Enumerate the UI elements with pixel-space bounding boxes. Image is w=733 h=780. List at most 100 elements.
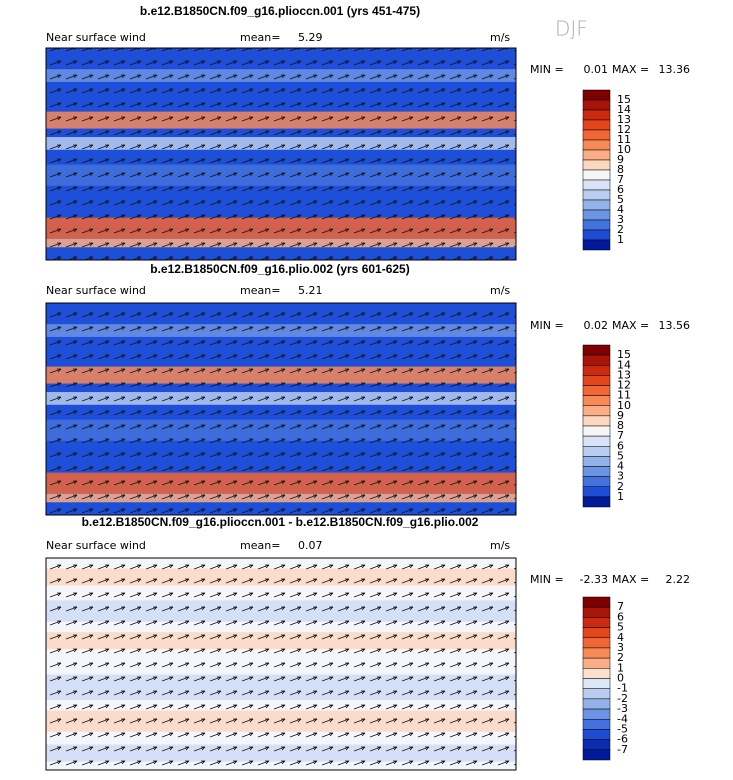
- colorbar-label: 9: [617, 409, 624, 422]
- colorbar-swatch: [582, 109, 611, 121]
- panel-title: b.e12.B1850CN.f09_g16.plioccn.001 (yrs 4…: [140, 4, 420, 18]
- panel: b.e12.B1850CN.f09_g16.plio.002 (yrs 601-…: [45, 262, 691, 516]
- colorbar-swatch: [582, 749, 611, 761]
- colorbar-swatch: [582, 159, 611, 171]
- colorbar-label: 4: [617, 460, 624, 473]
- colorbar-label: 10: [617, 143, 631, 156]
- map-frame: [45, 47, 517, 261]
- colorbar-swatch: [582, 89, 611, 101]
- colorbar-label: 7: [617, 429, 624, 442]
- colorbar-label: -6: [617, 733, 628, 746]
- units: m/s: [490, 284, 510, 297]
- colorbar-swatch: [582, 239, 611, 251]
- wind-vectors: [46, 48, 516, 260]
- colorbar-swatch: [582, 199, 611, 211]
- mean-label: mean=: [240, 539, 280, 552]
- colorbar-label: 0: [617, 672, 624, 685]
- colorbar-swatch: [582, 668, 611, 679]
- wind-vectors: [46, 558, 516, 770]
- map-frame: [45, 302, 517, 516]
- colorbar-swatch: [582, 99, 611, 111]
- mean-value: 5.21: [298, 284, 323, 297]
- colorbar-swatch: [582, 189, 611, 201]
- colorbar-label: 1: [617, 661, 624, 674]
- colorbar-swatch: [582, 596, 611, 608]
- colorbar-swatch: [582, 169, 611, 181]
- mean-value: 5.29: [298, 31, 323, 44]
- colorbar-label: 2: [617, 223, 624, 236]
- colorbar-swatch: [582, 344, 611, 356]
- mean-label: mean=: [240, 31, 280, 44]
- colorbar-label: 13: [617, 113, 631, 126]
- colorbar-label: 1: [617, 490, 624, 503]
- mean-label: mean=: [240, 284, 280, 297]
- colorbar-label: 14: [617, 103, 631, 116]
- colorbar-swatch: [582, 719, 611, 730]
- min-value: 0.01: [584, 63, 609, 76]
- colorbar-swatch: [582, 385, 611, 396]
- colorbar-swatch: [582, 435, 611, 447]
- colorbar-label: 2: [617, 651, 624, 664]
- colorbar-swatch: [582, 209, 611, 221]
- wind-vectors: [46, 303, 516, 515]
- colorbar-label: 6: [617, 610, 624, 623]
- min-label: MIN =: [530, 63, 564, 76]
- panel: b.e12.B1850CN.f09_g16.plioccn.001 (yrs 4…: [45, 4, 691, 261]
- colorbar-label: 4: [617, 203, 624, 216]
- colorbar-label: -1: [617, 682, 628, 695]
- colorbar-label: 15: [617, 93, 631, 106]
- units: m/s: [490, 31, 510, 44]
- colorbar-swatch: [582, 486, 611, 498]
- colorbar-swatch: [582, 395, 611, 406]
- max-value: 13.36: [659, 63, 691, 76]
- colorbar-label: 6: [617, 439, 624, 452]
- colorbar-label: 10: [617, 399, 631, 412]
- colorbar-label: 9: [617, 153, 624, 166]
- colorbar-swatch: [582, 688, 611, 700]
- colorbar-label: 15: [617, 348, 631, 361]
- colorbar-swatch: [582, 647, 611, 659]
- colorbar-label: 5: [617, 621, 624, 634]
- panels: b.e12.B1850CN.f09_g16.plioccn.001 (yrs 4…: [45, 4, 691, 771]
- field-label: Near surface wind: [46, 539, 146, 552]
- colorbar-label: 11: [617, 389, 631, 402]
- colorbar-swatch: [582, 354, 611, 366]
- field-label: Near surface wind: [46, 284, 146, 297]
- season-label: DJF: [555, 17, 588, 41]
- mean-value: 0.07: [298, 539, 323, 552]
- colorbar-label: 5: [617, 193, 624, 206]
- panel-title: b.e12.B1850CN.f09_g16.plio.002 (yrs 601-…: [150, 262, 409, 276]
- colorbar-swatch: [582, 739, 611, 751]
- max-value: 13.56: [659, 319, 691, 332]
- colorbar-label: 8: [617, 163, 624, 176]
- panel: b.e12.B1850CN.f09_g16.plioccn.001 - b.e1…: [45, 515, 690, 771]
- colorbar-swatch: [582, 466, 611, 477]
- colorbar-label: 7: [617, 600, 624, 613]
- colorbar-label: 14: [617, 358, 631, 371]
- colorbar-swatch: [582, 606, 611, 618]
- colorbar-swatch: [582, 627, 611, 638]
- colorbar-label: 13: [617, 368, 631, 381]
- min-label: MIN =: [530, 319, 564, 332]
- colorbar-swatch: [582, 365, 611, 376]
- colorbar-swatch: [582, 129, 611, 141]
- colorbar-label: 6: [617, 183, 624, 196]
- colorbar-label: 12: [617, 123, 631, 136]
- colorbar-label: 5: [617, 449, 624, 462]
- colorbar-swatch: [582, 698, 611, 710]
- colorbar-swatch: [582, 375, 611, 386]
- colorbar-swatch: [582, 496, 611, 508]
- colorbar-swatch: [582, 657, 611, 669]
- colorbar-label: 3: [617, 213, 624, 226]
- colorbar-swatch: [582, 708, 611, 720]
- colorbar-label: 4: [617, 631, 624, 644]
- colorbar-label: -3: [617, 702, 628, 715]
- colorbar-swatch: [582, 729, 611, 740]
- colorbar-label: 3: [617, 470, 624, 483]
- colorbar-label: 8: [617, 419, 624, 432]
- colorbar-swatch: [582, 476, 611, 487]
- min-label: MIN =: [530, 573, 564, 586]
- colorbar-label: 7: [617, 173, 624, 186]
- colorbar-swatch: [582, 678, 611, 689]
